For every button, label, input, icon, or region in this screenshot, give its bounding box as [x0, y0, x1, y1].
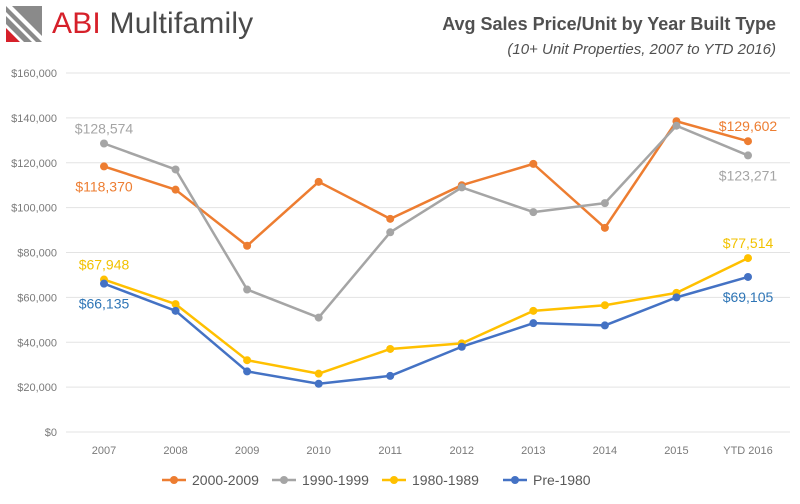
y-tick-label: $40,000: [17, 337, 57, 349]
x-tick-label: 2013: [521, 445, 545, 457]
data-point: [744, 151, 752, 160]
data-label: $77,514: [723, 235, 774, 251]
data-point: [171, 165, 180, 174]
x-tick-label: 2009: [235, 445, 259, 457]
y-tick-label: $20,000: [17, 382, 57, 394]
x-tick-label: 2015: [664, 445, 688, 457]
brand-name: ABI Multifamily: [52, 7, 253, 41]
y-tick-label: $140,000: [11, 113, 57, 125]
y-tick-label: $80,000: [17, 248, 57, 260]
data-point: [672, 293, 681, 302]
data-point: [744, 272, 752, 281]
legend: 2000-2009 1990-1999 1980-1989 Pre-1980: [162, 472, 591, 488]
data-point: [314, 177, 323, 186]
data-point: [314, 313, 323, 322]
data-point: [457, 183, 466, 192]
y-axis-ticks: $0 $20,000 $40,000 $60,000 $80,000 $100,000 $1…: [11, 68, 57, 439]
x-axis-ticks: 2007 2008 2009 2010 2011 2012 2013 2014 2015 YTD …: [92, 445, 773, 457]
data-point: [744, 137, 752, 146]
data-label: $67,948: [79, 257, 130, 273]
logo-mark-icon: [6, 6, 42, 42]
legend-label: 2000-2009: [192, 472, 259, 488]
y-tick-label: $100,000: [11, 203, 57, 215]
data-point: [600, 301, 609, 310]
data-point: [386, 214, 395, 223]
brand-logo: ABI Multifamily: [4, 4, 253, 44]
series-1980-1989: [100, 254, 752, 378]
data-labels: $118,370 $129,602 $128,574 $123,271 $67,948 $…: [75, 118, 778, 311]
brand-abi: ABI: [52, 7, 101, 40]
series-line: [103, 256, 749, 375]
legend-label: 1990-1999: [302, 472, 369, 488]
series-line: [103, 275, 749, 386]
data-point: [243, 356, 252, 365]
series-1990-1999: [100, 121, 752, 322]
data-point: [600, 199, 609, 208]
x-tick-label: 2010: [306, 445, 330, 457]
series-line: [103, 119, 749, 248]
x-tick-label: 2012: [450, 445, 474, 457]
chart-title: Avg Sales Price/Unit by Year Built Type: [442, 14, 776, 34]
x-tick-label: YTD 2016: [723, 445, 773, 457]
legend-label: Pre-1980: [533, 472, 591, 488]
x-tick-label: 2008: [163, 445, 187, 457]
data-point: [100, 162, 108, 171]
data-point: [100, 139, 108, 148]
series-lines: [100, 117, 752, 388]
data-point: [171, 300, 180, 309]
legend-item: 1990-1999: [272, 472, 369, 488]
data-point: [243, 367, 252, 376]
data-label: $123,271: [719, 167, 778, 183]
data-point: [386, 344, 395, 353]
data-point: [243, 285, 252, 294]
data-point: [672, 121, 681, 130]
x-tick-label: 2007: [92, 445, 116, 457]
legend-marker: [280, 476, 288, 484]
data-point: [600, 223, 609, 232]
y-tick-label: $0: [45, 427, 57, 439]
data-point: [386, 371, 395, 380]
data-point: [744, 254, 752, 263]
data-label: $69,105: [723, 289, 774, 305]
legend-marker: [390, 476, 398, 484]
data-point: [314, 369, 323, 378]
chart-subtitle: (10+ Unit Properties, 2007 to YTD 2016): [507, 41, 776, 58]
data-label: $66,135: [79, 296, 130, 312]
y-tick-label: $160,000: [11, 68, 57, 80]
data-point: [529, 159, 538, 168]
brand-rest: Multifamily: [100, 7, 254, 40]
legend-marker: [511, 476, 519, 484]
legend-label: 1980-1989: [412, 472, 479, 488]
y-tick-label: $60,000: [17, 292, 57, 304]
legend-marker: [170, 476, 178, 484]
series-Pre-1980: [100, 272, 752, 388]
legend-item: 1980-1989: [382, 472, 479, 488]
data-point: [171, 185, 180, 194]
legend-item: Pre-1980: [503, 472, 591, 488]
y-tick-label: $120,000: [11, 158, 57, 170]
x-tick-label: 2011: [378, 445, 402, 457]
data-label: $118,370: [75, 178, 133, 194]
data-point: [529, 208, 538, 217]
x-tick-label: 2014: [593, 445, 617, 457]
legend-item: 2000-2009: [162, 472, 259, 488]
data-point: [243, 241, 252, 250]
data-point: [529, 306, 538, 315]
data-label: $129,602: [719, 118, 778, 134]
series-line: [103, 124, 749, 319]
data-point: [529, 319, 538, 328]
data-point: [171, 306, 180, 315]
data-point: [314, 379, 323, 388]
data-point: [386, 228, 395, 237]
data-point: [100, 279, 108, 288]
series-2000-2009: [100, 117, 752, 250]
data-label: $128,574: [75, 121, 134, 137]
data-point: [457, 342, 466, 351]
data-point: [600, 321, 609, 330]
